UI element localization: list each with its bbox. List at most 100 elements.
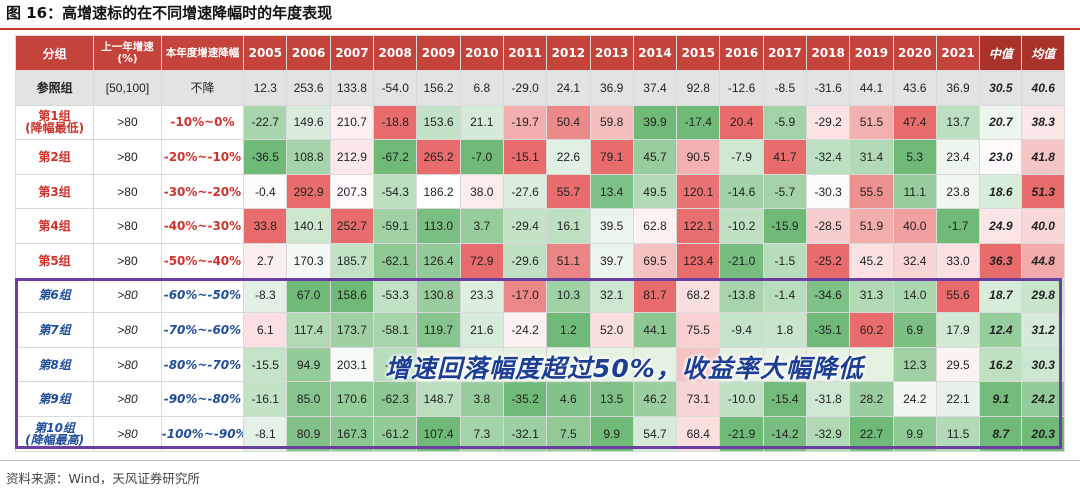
prev-growth-cell: >80 — [93, 208, 162, 244]
mean-cell: 20.3 — [1021, 415, 1065, 452]
drop-range-cell: -40%~-30% — [160, 208, 245, 244]
drop-range-cell: -100%~-90% — [160, 415, 245, 452]
year-value-cell: -34.6 — [806, 277, 851, 314]
year-value-cell: -17.0 — [502, 277, 548, 314]
header-year: 2021 — [935, 35, 981, 71]
year-value-cell: 153.6 — [416, 104, 461, 141]
year-value-cell: -21.0 — [719, 242, 764, 279]
title-rule — [0, 28, 1080, 30]
year-value-cell: 39.9 — [632, 104, 678, 141]
median-cell: 23.0 — [979, 139, 1023, 175]
overlay-annotation: 增速回落幅度超过50%，收益率大幅降低 — [385, 354, 864, 383]
year-value-cell: 90.5 — [676, 139, 721, 175]
year-value-cell: -14.2 — [762, 415, 808, 452]
year-value-cell: 252.7 — [329, 208, 375, 244]
group-cell: 第6组 — [14, 277, 95, 314]
year-value-cell: 11.1 — [892, 173, 937, 210]
year-value-cell: -18.8 — [373, 104, 418, 141]
year-value-cell: -24.2 — [502, 312, 548, 348]
year-value-cell: 24.2 — [892, 381, 937, 417]
year-value-cell: -15.9 — [762, 208, 808, 244]
year-value-cell: 156.2 — [416, 70, 461, 106]
year-value-cell: -15.4 — [762, 381, 808, 417]
median-cell: 16.2 — [979, 346, 1023, 383]
year-value-cell — [632, 346, 678, 383]
year-value-cell: -53.3 — [373, 277, 418, 314]
year-value-cell: -35.2 — [502, 381, 548, 417]
year-value-cell: 123.4 — [676, 242, 721, 279]
year-value-cell: 167.3 — [329, 415, 375, 452]
year-value-cell: 292.9 — [286, 173, 331, 210]
group-cell: 第4组 — [14, 208, 95, 244]
year-value-cell: 10.3 — [546, 277, 591, 314]
year-value-cell: 13.7 — [935, 104, 981, 141]
year-value-cell: 29.5 — [935, 346, 981, 383]
year-value-cell: 23.8 — [935, 173, 981, 210]
mean-cell: 40.6 — [1021, 70, 1065, 106]
year-value-cell: 1.8 — [762, 312, 808, 348]
year-value-cell: -31.6 — [806, 70, 851, 106]
median-cell: 9.1 — [979, 381, 1023, 417]
year-value-cell: 133.8 — [329, 70, 375, 106]
year-value-cell: 51.5 — [849, 104, 894, 141]
year-value-cell: -28.5 — [806, 208, 851, 244]
year-value-cell: 170.6 — [329, 381, 375, 417]
header-year: 2013 — [589, 35, 634, 71]
drop-range-cell: -30%~-20% — [160, 173, 245, 210]
group-cell: 第7组 — [14, 312, 95, 348]
year-value-cell — [546, 346, 591, 383]
year-value-cell: 9.9 — [589, 415, 634, 452]
year-value-cell: -31.8 — [806, 381, 851, 417]
year-value-cell: 2.7 — [243, 242, 288, 279]
year-value-cell: 207.3 — [329, 173, 375, 210]
year-value-cell: 82. — [676, 346, 721, 383]
table-row: 第3组 >80 -30%~-20% -0.4 292.9 207.3 -54.3 186.2 3… — [14, 173, 1065, 210]
year-value-cell: -10.0 — [719, 381, 764, 417]
year-value-cell: 80.9 — [286, 415, 331, 452]
year-value-cell: 92.8 — [676, 70, 721, 106]
performance-table: 分组 上一年增速(%) 本年度增速降幅 2005 2006 2007 2008 … — [14, 35, 1065, 452]
year-value-cell: -54.3 — [373, 173, 418, 210]
group-cell: 第5组 — [14, 242, 95, 279]
year-value-cell: -59.1 — [373, 208, 418, 244]
year-value-cell: -61.2 — [373, 415, 418, 452]
group-cell: 第10组 (降幅最高) — [14, 415, 95, 452]
year-value-cell: -35.1 — [806, 312, 851, 348]
year-value-cell: -54.0 — [373, 70, 418, 106]
year-value-cell: 62.8 — [632, 208, 678, 244]
mean-cell: 30.3 — [1021, 346, 1065, 383]
year-value-cell: 22.1 — [935, 381, 981, 417]
year-value-cell: 31.4 — [849, 139, 894, 175]
year-value-cell — [762, 346, 808, 383]
prev-growth-cell: >80 — [93, 173, 162, 210]
figure-title: 图 16：高增速标的在不同增速降幅时的年度表现 — [6, 4, 333, 22]
year-value-cell: 45.7 — [632, 139, 678, 175]
group-cell: 第9组 — [14, 381, 95, 417]
group-cell: 第8组 — [14, 346, 95, 383]
year-value-cell: 23.4 — [935, 139, 981, 175]
year-value-cell: 55.7 — [546, 173, 591, 210]
mean-cell: 31.2 — [1021, 312, 1065, 348]
table-row: 第8组 >80 -80%~-70% -15.5 94.9 203.1 -55. 82. 12.3… — [14, 346, 1065, 383]
year-value-cell: 40.0 — [892, 208, 937, 244]
year-value-cell: 148.7 — [416, 381, 461, 417]
year-value-cell: -25.2 — [806, 242, 851, 279]
year-value-cell: -19.7 — [502, 104, 548, 141]
year-value-cell: -55. — [373, 346, 418, 383]
year-value-cell: 51.9 — [849, 208, 894, 244]
year-value-cell: -27.6 — [502, 173, 548, 210]
year-value-cell: 6.1 — [243, 312, 288, 348]
year-value-cell: 32.1 — [589, 277, 634, 314]
year-value-cell — [416, 346, 461, 383]
group-cell: 第1组 (降幅最低) — [14, 104, 95, 141]
table-row: 第4组 >80 -40%~-30% 33.8 140.1 252.7 -59.1 113.0 3… — [14, 208, 1065, 244]
header-group: 分组 — [14, 35, 95, 71]
year-value-cell: 37.4 — [632, 70, 678, 106]
year-value-cell: 107.4 — [416, 415, 461, 452]
year-value-cell: -58.1 — [373, 312, 418, 348]
header-mean: 均值 — [1021, 35, 1065, 71]
group-cell: 第2组 — [14, 139, 95, 175]
year-value-cell: 33.0 — [935, 242, 981, 279]
header-year: 2018 — [806, 35, 851, 71]
year-value-cell: -5.9 — [762, 104, 808, 141]
